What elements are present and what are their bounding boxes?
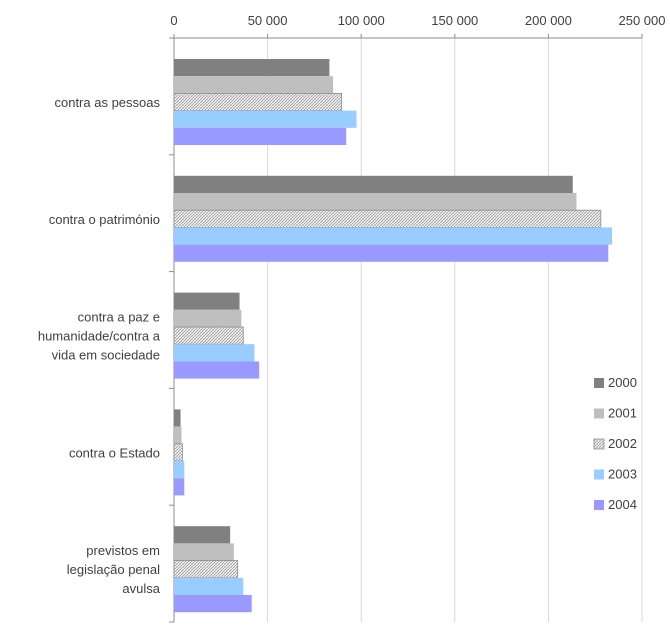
bar xyxy=(173,560,239,579)
category-label: previstos em xyxy=(86,543,160,558)
x-tick-label: 100 000 xyxy=(338,13,385,28)
bar xyxy=(174,110,357,128)
category-label: humanidade/contra a xyxy=(38,329,161,344)
legend-swatch xyxy=(594,408,604,419)
bar xyxy=(174,309,242,327)
legend-label: 2003 xyxy=(608,467,637,482)
bar xyxy=(174,426,182,444)
category-label: contra a paz e xyxy=(78,310,160,325)
axes: 0 50 000 100 000 150 000 200 000 250 000 xyxy=(169,13,666,623)
legend-swatch xyxy=(594,500,604,510)
category-label: vida em sociedade xyxy=(52,348,160,363)
legend-swatch xyxy=(593,438,605,450)
bar xyxy=(174,526,231,544)
bar xyxy=(174,76,334,94)
legend-label: 2000 xyxy=(608,375,637,390)
x-tick-label: 50 000 xyxy=(248,13,288,28)
legend-swatch xyxy=(594,469,604,480)
bar xyxy=(174,227,613,245)
bar xyxy=(174,543,234,561)
bar xyxy=(174,244,609,262)
legend-swatch xyxy=(594,378,604,388)
x-tick-label: 150 000 xyxy=(431,13,478,28)
bar xyxy=(174,193,577,211)
bar xyxy=(173,209,602,228)
bar xyxy=(174,59,330,77)
category-label: contra o Estado xyxy=(69,445,160,460)
bar xyxy=(174,461,185,479)
x-tick-label: 250 000 xyxy=(619,13,666,28)
bar xyxy=(174,127,347,145)
bar xyxy=(173,326,244,345)
bar xyxy=(174,577,244,595)
bars xyxy=(173,59,613,613)
category-labels: contra as pessoas contra o património cont… xyxy=(38,95,161,596)
x-tick-label: 200 000 xyxy=(525,13,572,28)
bar xyxy=(173,93,342,112)
category-label: legislação penal xyxy=(67,562,160,577)
legend-label: 2002 xyxy=(608,436,637,451)
legend: 2000 2001 2002 2003 2004 xyxy=(593,375,637,512)
bar xyxy=(174,478,185,496)
gridlines xyxy=(267,38,643,622)
bar xyxy=(173,443,183,462)
category-label: avulsa xyxy=(122,581,160,596)
bar xyxy=(174,595,252,613)
bar xyxy=(174,361,260,379)
x-tick-label: 0 xyxy=(170,13,177,28)
bar xyxy=(174,409,181,427)
bar xyxy=(174,175,573,193)
category-label: contra o património xyxy=(49,212,160,227)
category-label: contra as pessoas xyxy=(54,95,160,110)
bar xyxy=(174,344,255,362)
legend-label: 2004 xyxy=(608,497,637,512)
bar xyxy=(174,292,240,310)
legend-label: 2001 xyxy=(608,406,637,421)
